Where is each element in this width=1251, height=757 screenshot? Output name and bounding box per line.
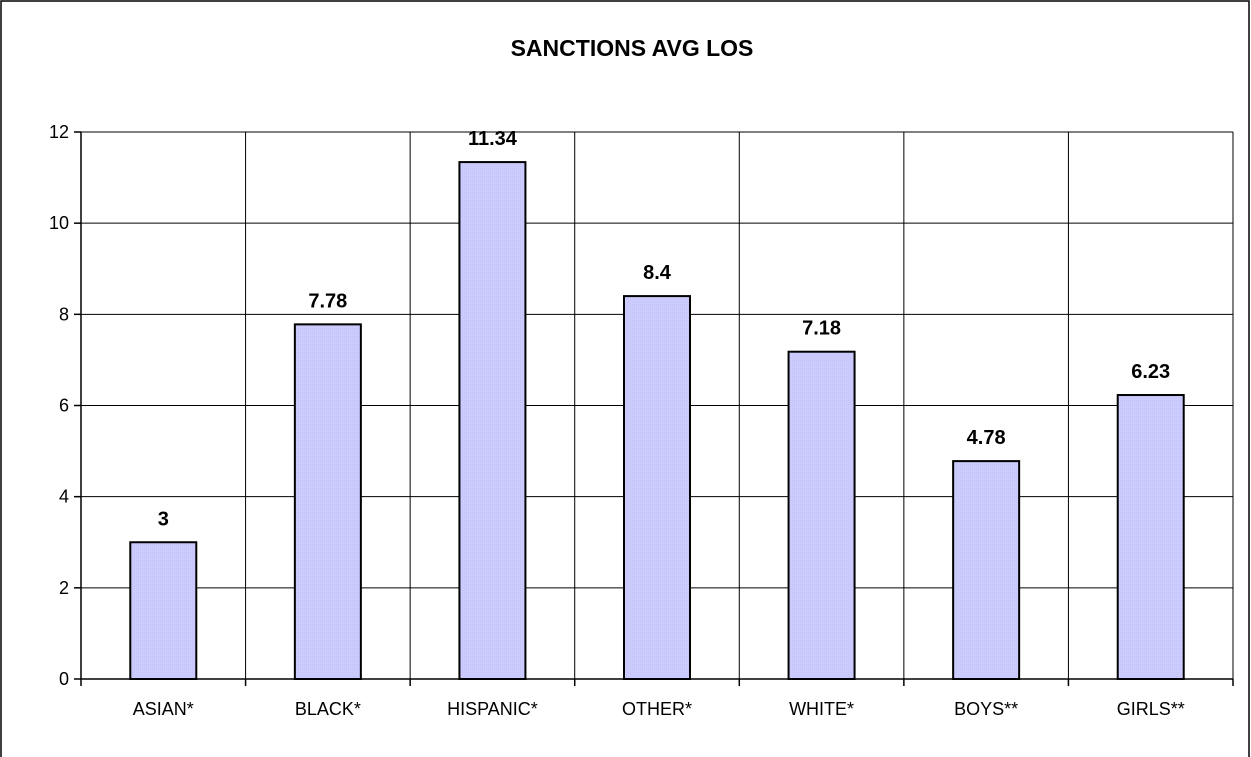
x-tick-label: BOYS** (954, 699, 1018, 719)
x-tick-label: WHITE* (789, 699, 854, 719)
bar (787, 350, 856, 680)
data-label: 7.78 (308, 290, 347, 312)
bar (1116, 394, 1185, 680)
bar (129, 541, 198, 680)
y-tick-label: 10 (49, 213, 69, 233)
data-label: 8.4 (643, 262, 672, 284)
bar (623, 295, 691, 680)
y-tick-label: 12 (49, 122, 69, 142)
bar (458, 161, 527, 680)
x-tick-label: GIRLS** (1117, 699, 1185, 719)
chart-title: SANCTIONS AVG LOS (511, 35, 754, 61)
data-label: 11.34 (468, 128, 518, 150)
y-tick-label: 6 (59, 396, 69, 416)
data-label: 3 (158, 508, 169, 530)
y-tick-label: 4 (59, 487, 69, 507)
data-label: 4.78 (967, 427, 1006, 449)
bar (293, 323, 362, 680)
data-label: 6.23 (1131, 361, 1170, 383)
y-tick-label: 0 (59, 669, 69, 689)
data-label: 7.18 (802, 318, 841, 340)
bar (952, 460, 1021, 680)
y-tick-label: 8 (59, 304, 69, 324)
x-tick-label: HISPANIC* (447, 699, 538, 719)
plot-area: 0 2 4 6 8 10 12 3 ASIAN* 7.78 BLACK* 11.34 HISPANIC*… (49, 122, 1234, 719)
x-tick-label: ASIAN* (133, 699, 194, 719)
y-tick-label: 2 (59, 578, 69, 598)
x-tick-label: OTHER* (622, 699, 692, 719)
x-tick-label: BLACK* (295, 699, 361, 719)
